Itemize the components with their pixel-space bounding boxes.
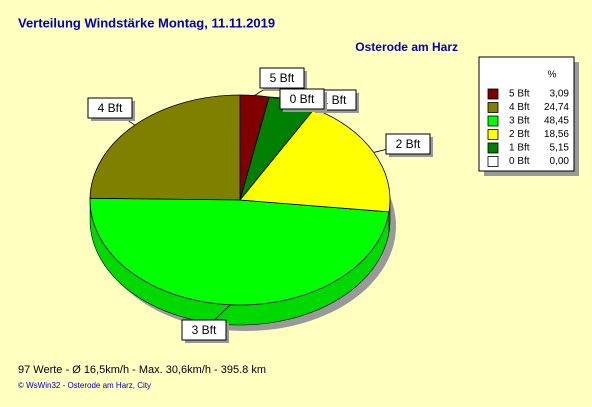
chart-title: Verteilung Windstärke Montag, 11.11.2019 xyxy=(18,15,275,30)
slice-label: 0 Bft xyxy=(290,92,315,106)
label-box xyxy=(181,319,227,341)
label-box xyxy=(279,88,325,110)
legend-swatch xyxy=(487,115,499,127)
slice xyxy=(89,197,390,306)
slice-label: 5 Bft xyxy=(270,71,295,85)
slice xyxy=(89,94,241,201)
legend-label: 3 Bft xyxy=(509,116,530,127)
chart-subtitle: Osterode am Harz xyxy=(355,40,458,54)
slice-label: 4 Bft xyxy=(98,101,123,115)
legend-swatch xyxy=(487,102,499,113)
legend-value: 3,09 xyxy=(550,89,570,100)
legend-swatch xyxy=(487,88,499,100)
legend-header: % xyxy=(548,70,557,81)
legend-label: 5 Bft xyxy=(509,89,530,100)
footer: 97 Werte - Ø 16,5km/h - Max. 30,6km/h - … xyxy=(18,364,266,376)
legend-value: 5,15 xyxy=(550,143,570,154)
label-box xyxy=(259,67,305,89)
label-box xyxy=(87,97,133,119)
label-box xyxy=(385,133,431,155)
legend-box xyxy=(478,56,575,172)
slice xyxy=(239,108,391,213)
legend-label: 0 Bft xyxy=(509,156,530,167)
legend-label: 4 Bft xyxy=(509,102,530,113)
legend-swatch xyxy=(487,142,499,154)
legend-swatch xyxy=(487,129,499,140)
legend-label: 1 Bft xyxy=(509,143,530,154)
slice-label: 2 Bft xyxy=(396,137,421,151)
legend-value: 18,56 xyxy=(544,129,569,140)
legend-value: 0,00 xyxy=(550,156,570,167)
legend-value: 24,74 xyxy=(544,102,569,113)
slice-label: 1 Bft xyxy=(322,93,347,107)
legend-label: 2 Bft xyxy=(509,129,530,140)
legend-value: 48,45 xyxy=(544,116,569,127)
slice-label: 3 Bft xyxy=(192,323,217,337)
legend-swatch xyxy=(487,156,499,167)
credit: © WsWin32 - Osterode am Harz, City xyxy=(18,381,151,390)
